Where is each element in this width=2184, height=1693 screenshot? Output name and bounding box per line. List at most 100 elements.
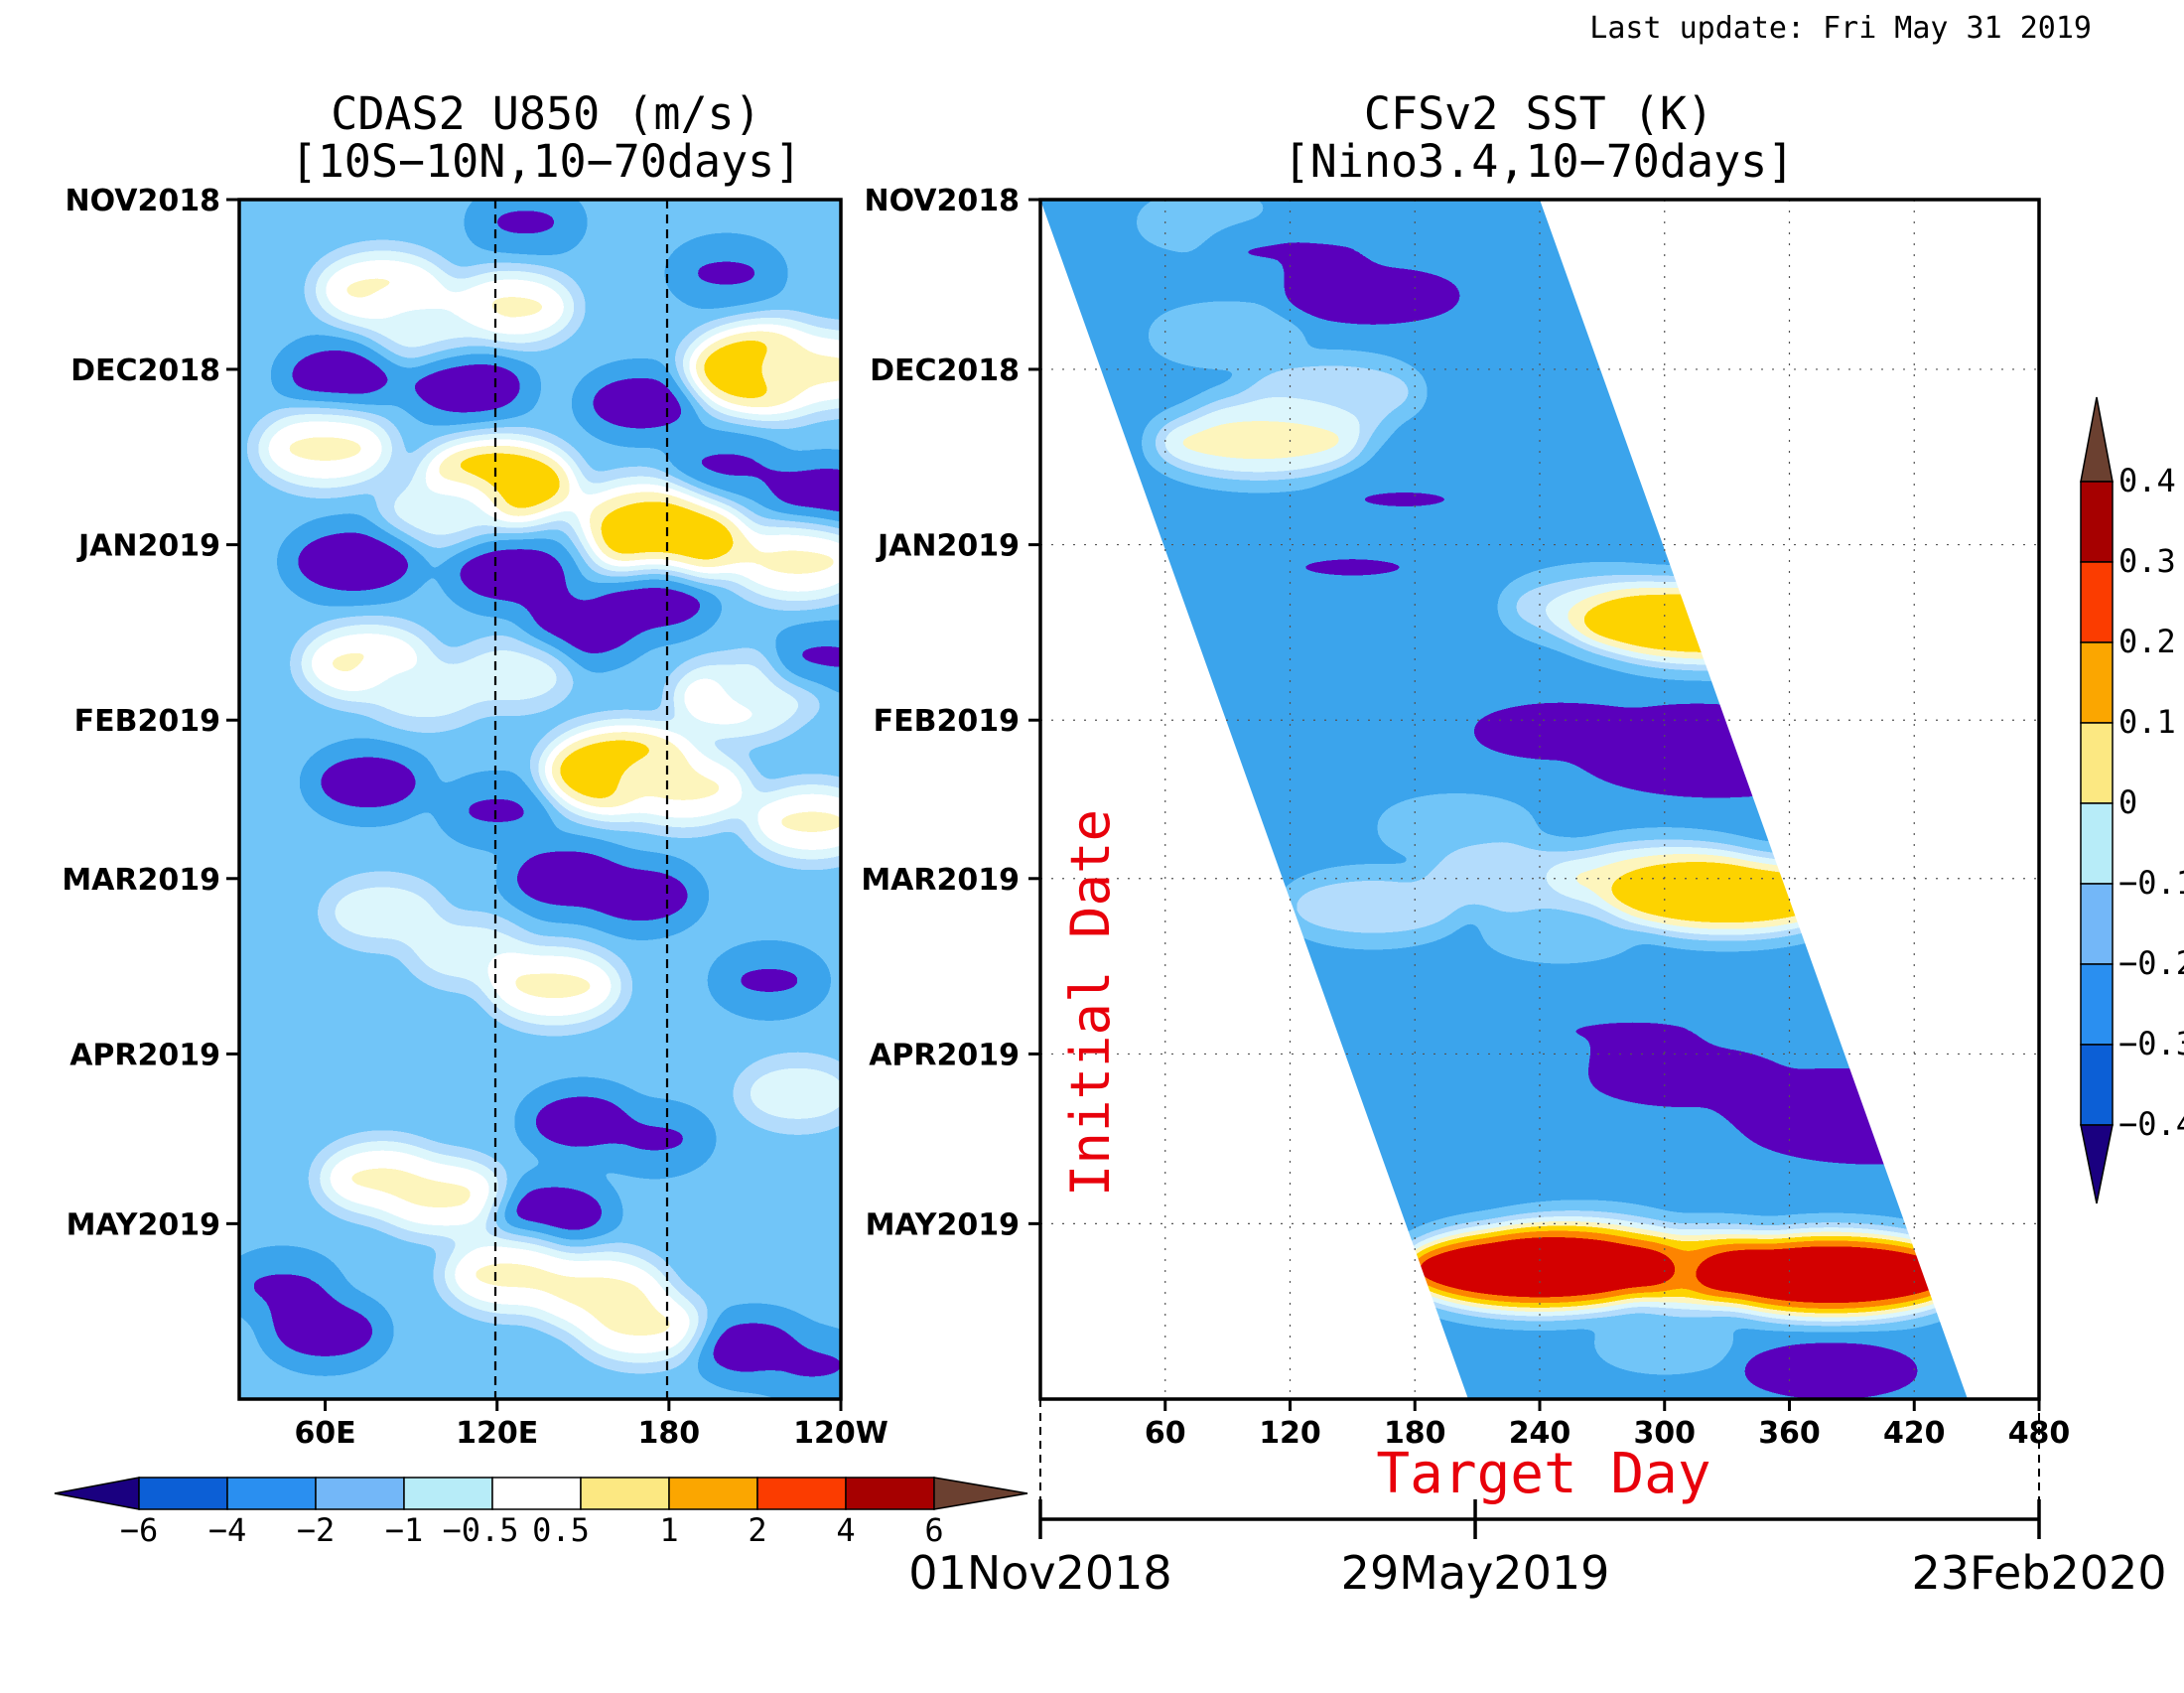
u850-colorbar-cell — [315, 1477, 405, 1510]
u850-anomaly — [307, 748, 429, 816]
u850-anomaly — [737, 1059, 841, 1128]
u850-anomaly — [748, 785, 841, 858]
u850-colorbar-cell — [580, 1477, 670, 1510]
u850-x-tick-label: 60E — [294, 1416, 355, 1451]
u850-anomaly — [322, 878, 444, 946]
date-axis-label: 29May2019 — [1341, 1546, 1610, 1600]
sst-y-tick-label: DEC2018 — [870, 353, 1020, 388]
u850-anomaly — [769, 626, 841, 690]
u850-anomaly — [576, 1289, 705, 1361]
u850-anomaly — [580, 369, 701, 438]
u850-y-tick-label: JAN2019 — [76, 529, 220, 564]
u850-anomaly — [368, 298, 482, 362]
sst-colorbar-low-arrow — [2080, 1124, 2114, 1204]
u850-anomaly — [371, 1157, 508, 1233]
sst-colorbar-cell — [2080, 561, 2114, 643]
sst-y-tick-label: APR2019 — [869, 1038, 1020, 1072]
sst-colorbar-label: −0.3 — [2118, 1025, 2184, 1062]
sst-y-tick-label: JAN2019 — [876, 529, 1020, 564]
sst-colorbar-label: 0.4 — [2118, 462, 2176, 499]
sst-colorbar-cell — [2080, 641, 2114, 724]
u850-colorbar-label: −4 — [208, 1511, 247, 1549]
sst-y-tick-label: FEB2019 — [874, 704, 1020, 739]
sst-anomaly — [1287, 877, 1460, 937]
u850-colorbar-label: 2 — [748, 1511, 766, 1549]
sst-colorbar-label: −0.4 — [2118, 1105, 2184, 1143]
u850-x-axis: 60E 120E 180 120W — [294, 1399, 888, 1451]
u850-anomaly — [256, 410, 394, 487]
u850-anomaly — [447, 537, 577, 610]
sst-colorbar-label: −0.1 — [2118, 864, 2184, 902]
u850-anomaly — [757, 331, 841, 407]
u850-y-tick-label: APR2019 — [69, 1038, 220, 1072]
sst-subtitle: [Nino3.4,10−70days] — [1284, 135, 1795, 188]
u850-anomaly — [614, 750, 752, 826]
u850-y-tick-label: MAR2019 — [62, 863, 220, 898]
u850-x-tick-label: 120W — [793, 1416, 888, 1451]
u850-y-axis: NOV2018 DEC2018 JAN2019 FEB2019 MAR2019 APR20… — [62, 184, 239, 1242]
date-axis-label: 01Nov2018 — [908, 1546, 1171, 1600]
sst-x-tick-label: 120 — [1259, 1416, 1321, 1451]
u850-anomaly — [729, 523, 841, 600]
sst-y-tick-label: MAY2019 — [866, 1207, 1020, 1242]
u850-panel: CDAS2 U850 (m/s) [10S−10N,10−70days] NOV… — [54, 87, 1028, 1549]
u850-x-tick-label: 180 — [638, 1416, 701, 1451]
u850-x-tick-label: 120E — [456, 1416, 538, 1451]
sst-colorbar-label: 0.2 — [2118, 623, 2176, 660]
u850-anomaly — [285, 523, 423, 600]
u850-title: CDAS2 U850 (m/s) — [331, 87, 760, 140]
u850-colorbar-label: −2 — [297, 1511, 336, 1549]
u850-subtitle: [10S−10N,10−70days] — [291, 135, 802, 188]
u850-anomaly — [469, 200, 583, 254]
u850-colorbar-label: 0.5 — [532, 1511, 590, 1549]
u850-anomaly — [588, 494, 750, 583]
sst-colorbar: 0.4 0.3 0.2 0.1 0 −0.1 −0.2 −0.3 −0.4 — [2080, 396, 2184, 1204]
sst-anomaly — [1382, 653, 1531, 708]
u850-colorbar-label: 4 — [836, 1511, 855, 1549]
sst-x-axis: 60 120 180 240 300 360 420 480 — [1145, 1399, 2070, 1451]
u850-anomaly — [440, 778, 554, 843]
u850-colorbar-cell — [138, 1477, 228, 1510]
u850-anomaly — [364, 657, 486, 726]
u850-y-tick-label: FEB2019 — [74, 704, 220, 739]
sst-colorbar-high-arrow — [2080, 396, 2114, 483]
u850-anomaly — [379, 477, 500, 545]
sst-colorbar-cell — [2080, 481, 2114, 563]
sst-colorbar-cell — [2080, 1044, 2114, 1126]
u850-frame — [237, 198, 843, 1401]
sst-anomaly — [1595, 1317, 1733, 1369]
u850-colorbar-low-arrow — [54, 1477, 140, 1510]
u850-colorbar-label: 6 — [924, 1511, 943, 1549]
u850-anomaly — [598, 1106, 712, 1171]
sst-anomaly — [1150, 307, 1305, 363]
date-axis-label: 23Feb2020 — [1911, 1546, 2166, 1600]
u850-colorbar-label: −1 — [385, 1511, 424, 1549]
u850-colorbar-label: −6 — [120, 1511, 159, 1549]
sst-anomaly — [1576, 712, 1857, 796]
sst-colorbar-cell — [2080, 963, 2114, 1046]
sst-y-tick-label: MAR2019 — [861, 863, 1020, 898]
u850-colorbar-high-arrow — [933, 1477, 1028, 1510]
sst-anomaly — [1155, 409, 1364, 478]
u850-y-tick-label: DEC2018 — [70, 353, 220, 388]
sst-colorbar-cell — [2080, 722, 2114, 804]
sst-x-tick-label: 300 — [1633, 1416, 1696, 1451]
sst-anomaly — [1323, 471, 1486, 528]
u850-anomaly — [580, 861, 701, 929]
sst-anomaly — [1578, 585, 1835, 663]
u850-colorbar-label: 1 — [659, 1511, 678, 1549]
sst-anomaly — [1424, 846, 1615, 911]
u850-field — [239, 200, 841, 1399]
sst-x-tick-label: 60 — [1145, 1416, 1186, 1451]
sst-anomaly — [1203, 220, 1377, 281]
u850-colorbar-label: −0.5 — [442, 1511, 518, 1549]
u850-colorbar-cell — [226, 1477, 317, 1510]
sst-anomaly — [1735, 1339, 1927, 1399]
sst-colorbar-cell — [2080, 802, 2114, 885]
sst-colorbar-label: 0.1 — [2118, 703, 2176, 741]
u850-colorbar-cell — [668, 1477, 758, 1510]
sst-date-axis: 01Nov2018 29May2019 23Feb2020 — [908, 1399, 2167, 1600]
sst-colorbar-label: 0.3 — [2118, 542, 2176, 580]
u850-anomaly — [485, 948, 623, 1025]
